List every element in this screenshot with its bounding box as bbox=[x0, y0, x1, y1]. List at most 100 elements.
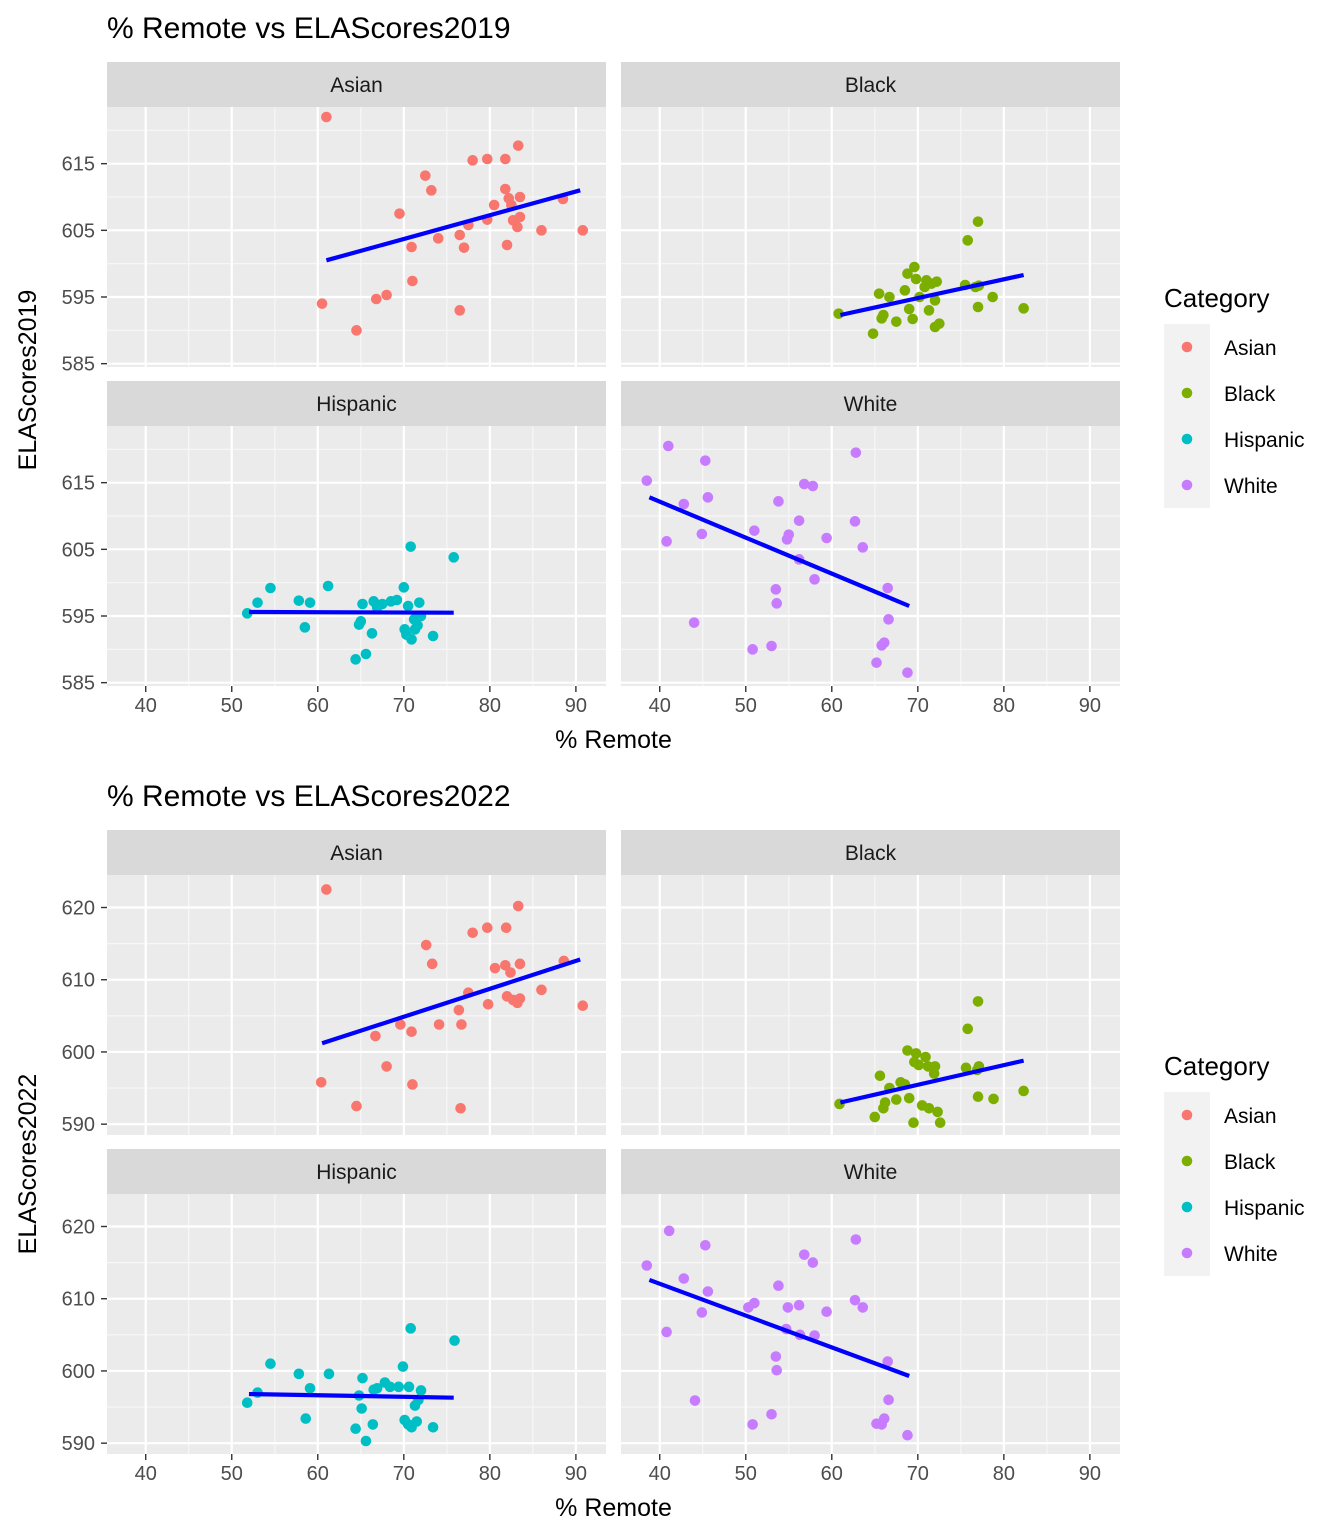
data-point bbox=[405, 541, 417, 552]
data-point bbox=[252, 597, 263, 608]
y-tick-label: 610 bbox=[62, 1289, 95, 1311]
panel-background bbox=[621, 107, 1120, 367]
data-point bbox=[798, 1249, 810, 1260]
data-point bbox=[293, 595, 305, 606]
data-point bbox=[467, 155, 478, 166]
data-point bbox=[420, 939, 432, 951]
data-point bbox=[821, 532, 832, 544]
data-point bbox=[689, 1395, 701, 1406]
data-point bbox=[879, 1097, 891, 1108]
data-point bbox=[395, 1019, 406, 1030]
data-point bbox=[972, 996, 984, 1007]
data-point bbox=[972, 301, 984, 313]
data-point bbox=[903, 1092, 915, 1104]
data-point bbox=[661, 536, 672, 547]
data-point bbox=[793, 515, 805, 526]
data-point bbox=[488, 199, 500, 211]
legend-key-black bbox=[1181, 387, 1193, 399]
data-point bbox=[908, 1117, 919, 1129]
data-point bbox=[514, 211, 526, 223]
data-point bbox=[783, 529, 795, 540]
data-point bbox=[923, 305, 935, 316]
data-point bbox=[883, 1394, 894, 1406]
data-point bbox=[360, 648, 372, 660]
data-point bbox=[403, 1381, 415, 1393]
data-point bbox=[384, 1381, 396, 1393]
data-point bbox=[427, 630, 439, 642]
legend-label-black: Black bbox=[1224, 1151, 1276, 1174]
facet-strip bbox=[621, 62, 1120, 107]
data-point bbox=[420, 170, 431, 181]
data-point bbox=[500, 153, 511, 165]
data-point bbox=[884, 291, 895, 303]
data-point bbox=[514, 958, 526, 970]
facet-strip-label: Asian bbox=[330, 842, 383, 865]
legend-key-asian bbox=[1181, 1109, 1193, 1121]
data-point bbox=[299, 622, 311, 633]
panel-background bbox=[621, 426, 1120, 686]
y-tick-label: 615 bbox=[62, 473, 95, 495]
data-point bbox=[960, 1062, 972, 1074]
chart-title-1: % Remote vs ELAScores2019 bbox=[107, 12, 511, 45]
panel-background bbox=[621, 875, 1120, 1135]
data-point bbox=[688, 617, 700, 628]
facet-strip bbox=[107, 381, 606, 426]
legend-key-hispanic bbox=[1181, 433, 1193, 445]
data-point bbox=[426, 958, 438, 970]
facet-panel-white: White bbox=[621, 1149, 1120, 1454]
data-point bbox=[316, 298, 328, 309]
data-point bbox=[929, 1061, 941, 1072]
facet-strip bbox=[107, 1149, 606, 1194]
data-point bbox=[391, 594, 403, 606]
legend-key-black bbox=[1181, 1155, 1193, 1167]
data-point bbox=[536, 984, 547, 996]
data-point bbox=[393, 1381, 404, 1393]
x-tick-label: 60 bbox=[307, 1463, 329, 1485]
y-axis-label: ELAScores2019 bbox=[14, 290, 42, 471]
data-point bbox=[934, 318, 945, 329]
facet-strip bbox=[107, 830, 606, 875]
data-point bbox=[869, 1111, 881, 1123]
facet-strip bbox=[107, 62, 606, 107]
data-point bbox=[962, 1023, 974, 1035]
data-point bbox=[902, 667, 913, 678]
facet-strip bbox=[621, 830, 1120, 875]
data-point bbox=[371, 1382, 383, 1394]
trend-line bbox=[248, 609, 454, 615]
data-point bbox=[749, 1297, 760, 1309]
data-point bbox=[350, 654, 361, 665]
x-tick-label: 90 bbox=[565, 1463, 587, 1485]
data-point bbox=[878, 637, 890, 648]
data-point bbox=[265, 1358, 276, 1370]
data-point bbox=[773, 496, 784, 507]
x-tick-label: 80 bbox=[993, 1463, 1015, 1485]
x-tick-label: 50 bbox=[221, 1463, 243, 1485]
data-point bbox=[427, 1421, 439, 1433]
data-point bbox=[357, 598, 368, 610]
data-point bbox=[702, 492, 714, 503]
data-point bbox=[265, 582, 276, 594]
data-point bbox=[873, 288, 885, 299]
legend-label-hispanic: Hispanic bbox=[1224, 429, 1305, 452]
legend-key-background bbox=[1164, 1092, 1210, 1276]
data-point bbox=[934, 1117, 946, 1129]
x-tick-label: 80 bbox=[479, 695, 501, 717]
facet-strip-label: Asian bbox=[330, 74, 383, 97]
data-point bbox=[766, 1408, 777, 1420]
data-point bbox=[432, 233, 444, 244]
data-point bbox=[771, 598, 783, 609]
data-point bbox=[663, 1225, 675, 1237]
data-point bbox=[807, 1257, 819, 1268]
data-point bbox=[377, 598, 388, 610]
data-point bbox=[406, 241, 417, 253]
data-point bbox=[241, 1397, 253, 1409]
legend-key-background bbox=[1164, 324, 1210, 508]
data-point bbox=[433, 1019, 445, 1030]
data-point bbox=[793, 1299, 805, 1311]
data-point bbox=[407, 275, 418, 287]
data-point bbox=[293, 1368, 305, 1380]
data-point bbox=[696, 528, 708, 540]
facet-panel-asian: Asian bbox=[107, 830, 606, 1135]
y-axis-label: ELAScores2022 bbox=[14, 1074, 42, 1255]
data-point bbox=[807, 480, 819, 492]
